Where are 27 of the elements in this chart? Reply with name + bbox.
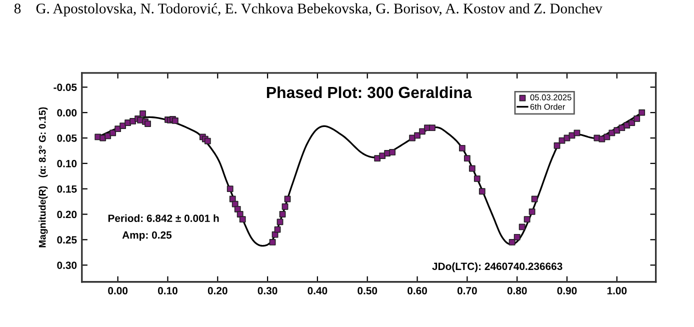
x-tick-label: 0.10 — [158, 287, 178, 294]
text: Phased Plot: 300 Geraldina — [266, 86, 472, 98]
y-tick-label: 0.30 — [57, 262, 77, 269]
y-tick-label: 0.10 — [57, 160, 77, 168]
x-tick-label: 0.60 — [408, 287, 427, 294]
y-tick-label: 0.00 — [57, 109, 77, 116]
text: 8 G. Apostolovska, N. Todorović, E. Vchkova Bebekovska, G. Borisov, A. Kostov and Z. Donchev — [14, 3, 602, 16]
y-tick-label: 0.25 — [57, 236, 77, 244]
x-tick-label: 0.00 — [108, 287, 128, 294]
y-tick-label: 0.05 — [57, 134, 77, 142]
annotation: Amp: 0.25 — [122, 231, 172, 241]
x-tick-label: 0.20 — [208, 287, 228, 294]
legend-label: 05.03.2025 — [530, 94, 572, 100]
x-tick-label: 0.30 — [258, 287, 278, 294]
x-tick-label: 0.40 — [308, 287, 328, 294]
y-tick-label: -0.05 — [54, 84, 77, 92]
x-tick-label: 0.70 — [457, 287, 477, 294]
legend-label: 6th Order — [530, 104, 566, 110]
y-axis-title: Magnitude(R) (α: 8.3° G: 0.15) — [38, 107, 48, 248]
annotation: JDo(LTC): 2460740.236663 — [432, 262, 562, 272]
y-tick-label: 0.20 — [57, 210, 77, 218]
y-tick-label: 0.15 — [57, 185, 77, 193]
x-tick-label: 0.50 — [358, 287, 378, 294]
x-tick-label: 0.80 — [507, 287, 527, 294]
x-tick-label: 1.00 — [607, 287, 627, 294]
x-tick-label: 0.90 — [557, 287, 577, 294]
annotation: Period: 6.842 ± 0.001 h — [108, 214, 219, 222]
